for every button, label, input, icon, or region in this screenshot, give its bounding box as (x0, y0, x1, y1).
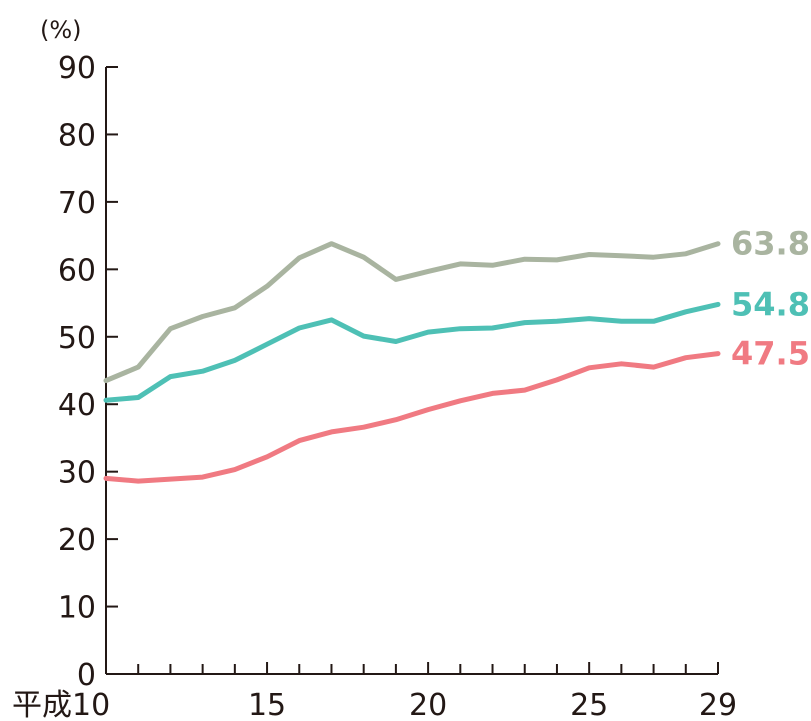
x-axis: 平成10 15 20 25 29 (12, 662, 737, 721)
x-tick-label: 20 (409, 688, 447, 721)
y-tick-label: 50 (58, 321, 96, 356)
y-tick-label: 60 (58, 253, 96, 288)
y-tick-label: 70 (58, 186, 96, 221)
y-tick-label: 10 (58, 591, 96, 626)
y-tick-label: 0 (77, 658, 96, 693)
y-tick-label: 80 (58, 118, 96, 153)
series-line-3 (103, 351, 721, 484)
x-tick-label: 29 (699, 688, 737, 721)
y-axis: 0 10 20 30 40 50 60 70 80 90 (58, 51, 118, 693)
series-line-2 (103, 301, 721, 403)
y-tick-label: 30 (58, 456, 96, 491)
series-lines (103, 241, 721, 484)
x-tick-label: 平成10 (12, 688, 110, 721)
y-tick-label: 40 (58, 388, 96, 423)
x-tick-label: 15 (248, 688, 286, 721)
end-labels: 63.8 54.8 47.5 (731, 225, 810, 373)
y-tick-label: 20 (58, 523, 96, 558)
series-end-label-2: 54.8 (731, 285, 810, 323)
series-end-label-3: 47.5 (731, 335, 810, 373)
series-end-label-1: 63.8 (731, 225, 810, 263)
x-tick-label: 25 (570, 688, 608, 721)
series-line-1 (103, 241, 721, 384)
y-axis-unit-label: (%) (40, 16, 82, 44)
y-tick-label: 90 (58, 51, 96, 86)
